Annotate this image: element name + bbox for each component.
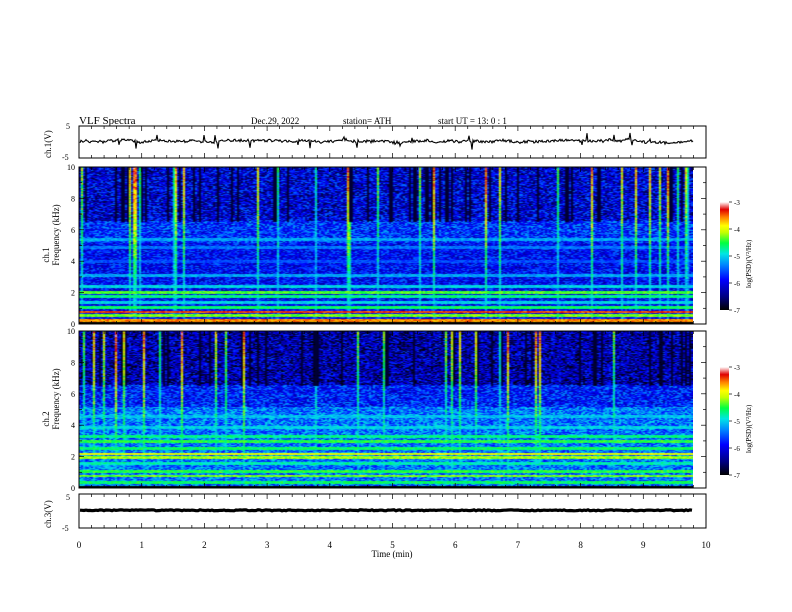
ch1-spectrogram-ticks — [78, 166, 707, 325]
time-axis-ticklabel: 4 — [328, 540, 333, 550]
ch1-ytick-bottom: -5 — [62, 153, 69, 162]
date-label: Dec.29, 2022 — [251, 116, 299, 126]
time-axis-ticklabel: 0 — [77, 540, 82, 550]
colorbar-ticklabel: -6 — [734, 280, 740, 288]
ch2-frequency-ticklabels: 0 2 4 6 8 10 — [67, 327, 75, 493]
colorbar-ticklabel: -4 — [734, 226, 740, 234]
ch2-colorbar-label: log(PSD)(V²/Hz) — [745, 404, 753, 453]
ch3-waveform-series — [79, 508, 693, 513]
time-axis-ticklabel: 8 — [578, 540, 583, 550]
ch1-colorbar-ticks: -3 -4 -5 -6 -7 — [729, 199, 740, 315]
figure-title: VLF Spectra — [79, 115, 136, 127]
frequency-ticklabel: 10 — [67, 327, 75, 336]
ch1-colorbar-label: log(PSD)(V²/Hz) — [745, 239, 753, 288]
ch3-waveform-panel: 5 -5 ch.3(V) 0 1 2 3 4 5 6 7 8 9 10 Time (min) — [43, 493, 711, 559]
ch1-waveform-series — [79, 132, 694, 150]
frequency-ticklabel: 2 — [71, 289, 75, 298]
colorbar-ticklabel: -5 — [734, 253, 740, 261]
ch1-frequency-ticklabels: 0 2 4 6 8 10 — [67, 163, 75, 329]
ch2-spectrogram-ylabel-1: ch.2 — [41, 411, 51, 426]
colorbar-ticklabel: -7 — [734, 472, 740, 480]
frequency-ticklabel: 4 — [71, 421, 75, 430]
colorbar-ticklabel: -6 — [734, 445, 740, 453]
time-axis-ticklabel: 1 — [139, 540, 144, 550]
station-label: station= ATH — [343, 116, 392, 126]
ch1-spectrogram-ylabel-1: ch.1 — [41, 247, 51, 262]
ch1-colorbar — [720, 202, 729, 310]
frequency-ticklabel: 8 — [71, 358, 75, 367]
ch2-colorbar — [720, 367, 729, 475]
ch3-waveform-ylabel: ch.3(V) — [43, 500, 53, 528]
frequency-ticklabel: 0 — [71, 484, 75, 493]
ch1-spectrogram-ylabel-2: Frequency (kHz) — [51, 204, 61, 265]
frequency-ticklabel: 2 — [71, 453, 75, 462]
frequency-ticklabel: 6 — [71, 226, 75, 235]
time-axis-ticklabel: 6 — [453, 540, 458, 550]
colorbar-ticklabel: -7 — [734, 307, 740, 315]
time-axis-ticklabels: 0 1 2 3 4 5 6 7 8 9 10 — [77, 540, 711, 550]
start-time-label: start UT = 13: 0 : 1 — [438, 116, 507, 126]
time-axis-ticklabel: 3 — [265, 540, 270, 550]
frequency-ticklabel: 8 — [71, 194, 75, 203]
time-axis-ticklabel: 7 — [516, 540, 521, 550]
ch1-ytick-top: 5 — [66, 122, 70, 131]
ch3-waveform-ticks — [78, 494, 707, 528]
frequency-ticklabel: 4 — [71, 257, 75, 266]
ch3-ytick-bottom: -5 — [62, 524, 69, 533]
ch2-spectrogram-ylabel-2: Frequency (kHz) — [51, 368, 61, 429]
time-axis-label: Time (min) — [372, 549, 413, 559]
colorbar-ticklabel: -3 — [734, 199, 740, 207]
ch2-spectrogram-image — [79, 331, 693, 488]
frequency-ticklabel: 0 — [71, 320, 75, 329]
time-axis-ticklabel: 9 — [641, 540, 646, 550]
ch3-ytick-top: 5 — [66, 493, 70, 502]
time-axis-ticklabel: 2 — [202, 540, 207, 550]
ch1-waveform-ticks — [78, 126, 707, 158]
frequency-ticklabel: 6 — [71, 390, 75, 399]
colorbar-ticklabel: -5 — [734, 418, 740, 426]
frequency-ticklabel: 10 — [67, 163, 75, 172]
time-axis-ticklabel: 5 — [390, 540, 395, 550]
ch1-waveform-ylabel: ch.1(V) — [43, 130, 53, 158]
ch1-spectrogram-image — [79, 167, 693, 324]
colorbar-ticklabel: -3 — [734, 364, 740, 372]
ch1-waveform-panel: 5 -5 ch.1(V) — [43, 122, 707, 162]
ch2-spectrogram-ticks — [78, 330, 707, 489]
time-axis-ticklabel: 10 — [702, 540, 712, 550]
ch2-colorbar-ticks: -3 -4 -5 -6 -7 — [729, 364, 740, 480]
colorbar-ticklabel: -4 — [734, 391, 740, 399]
